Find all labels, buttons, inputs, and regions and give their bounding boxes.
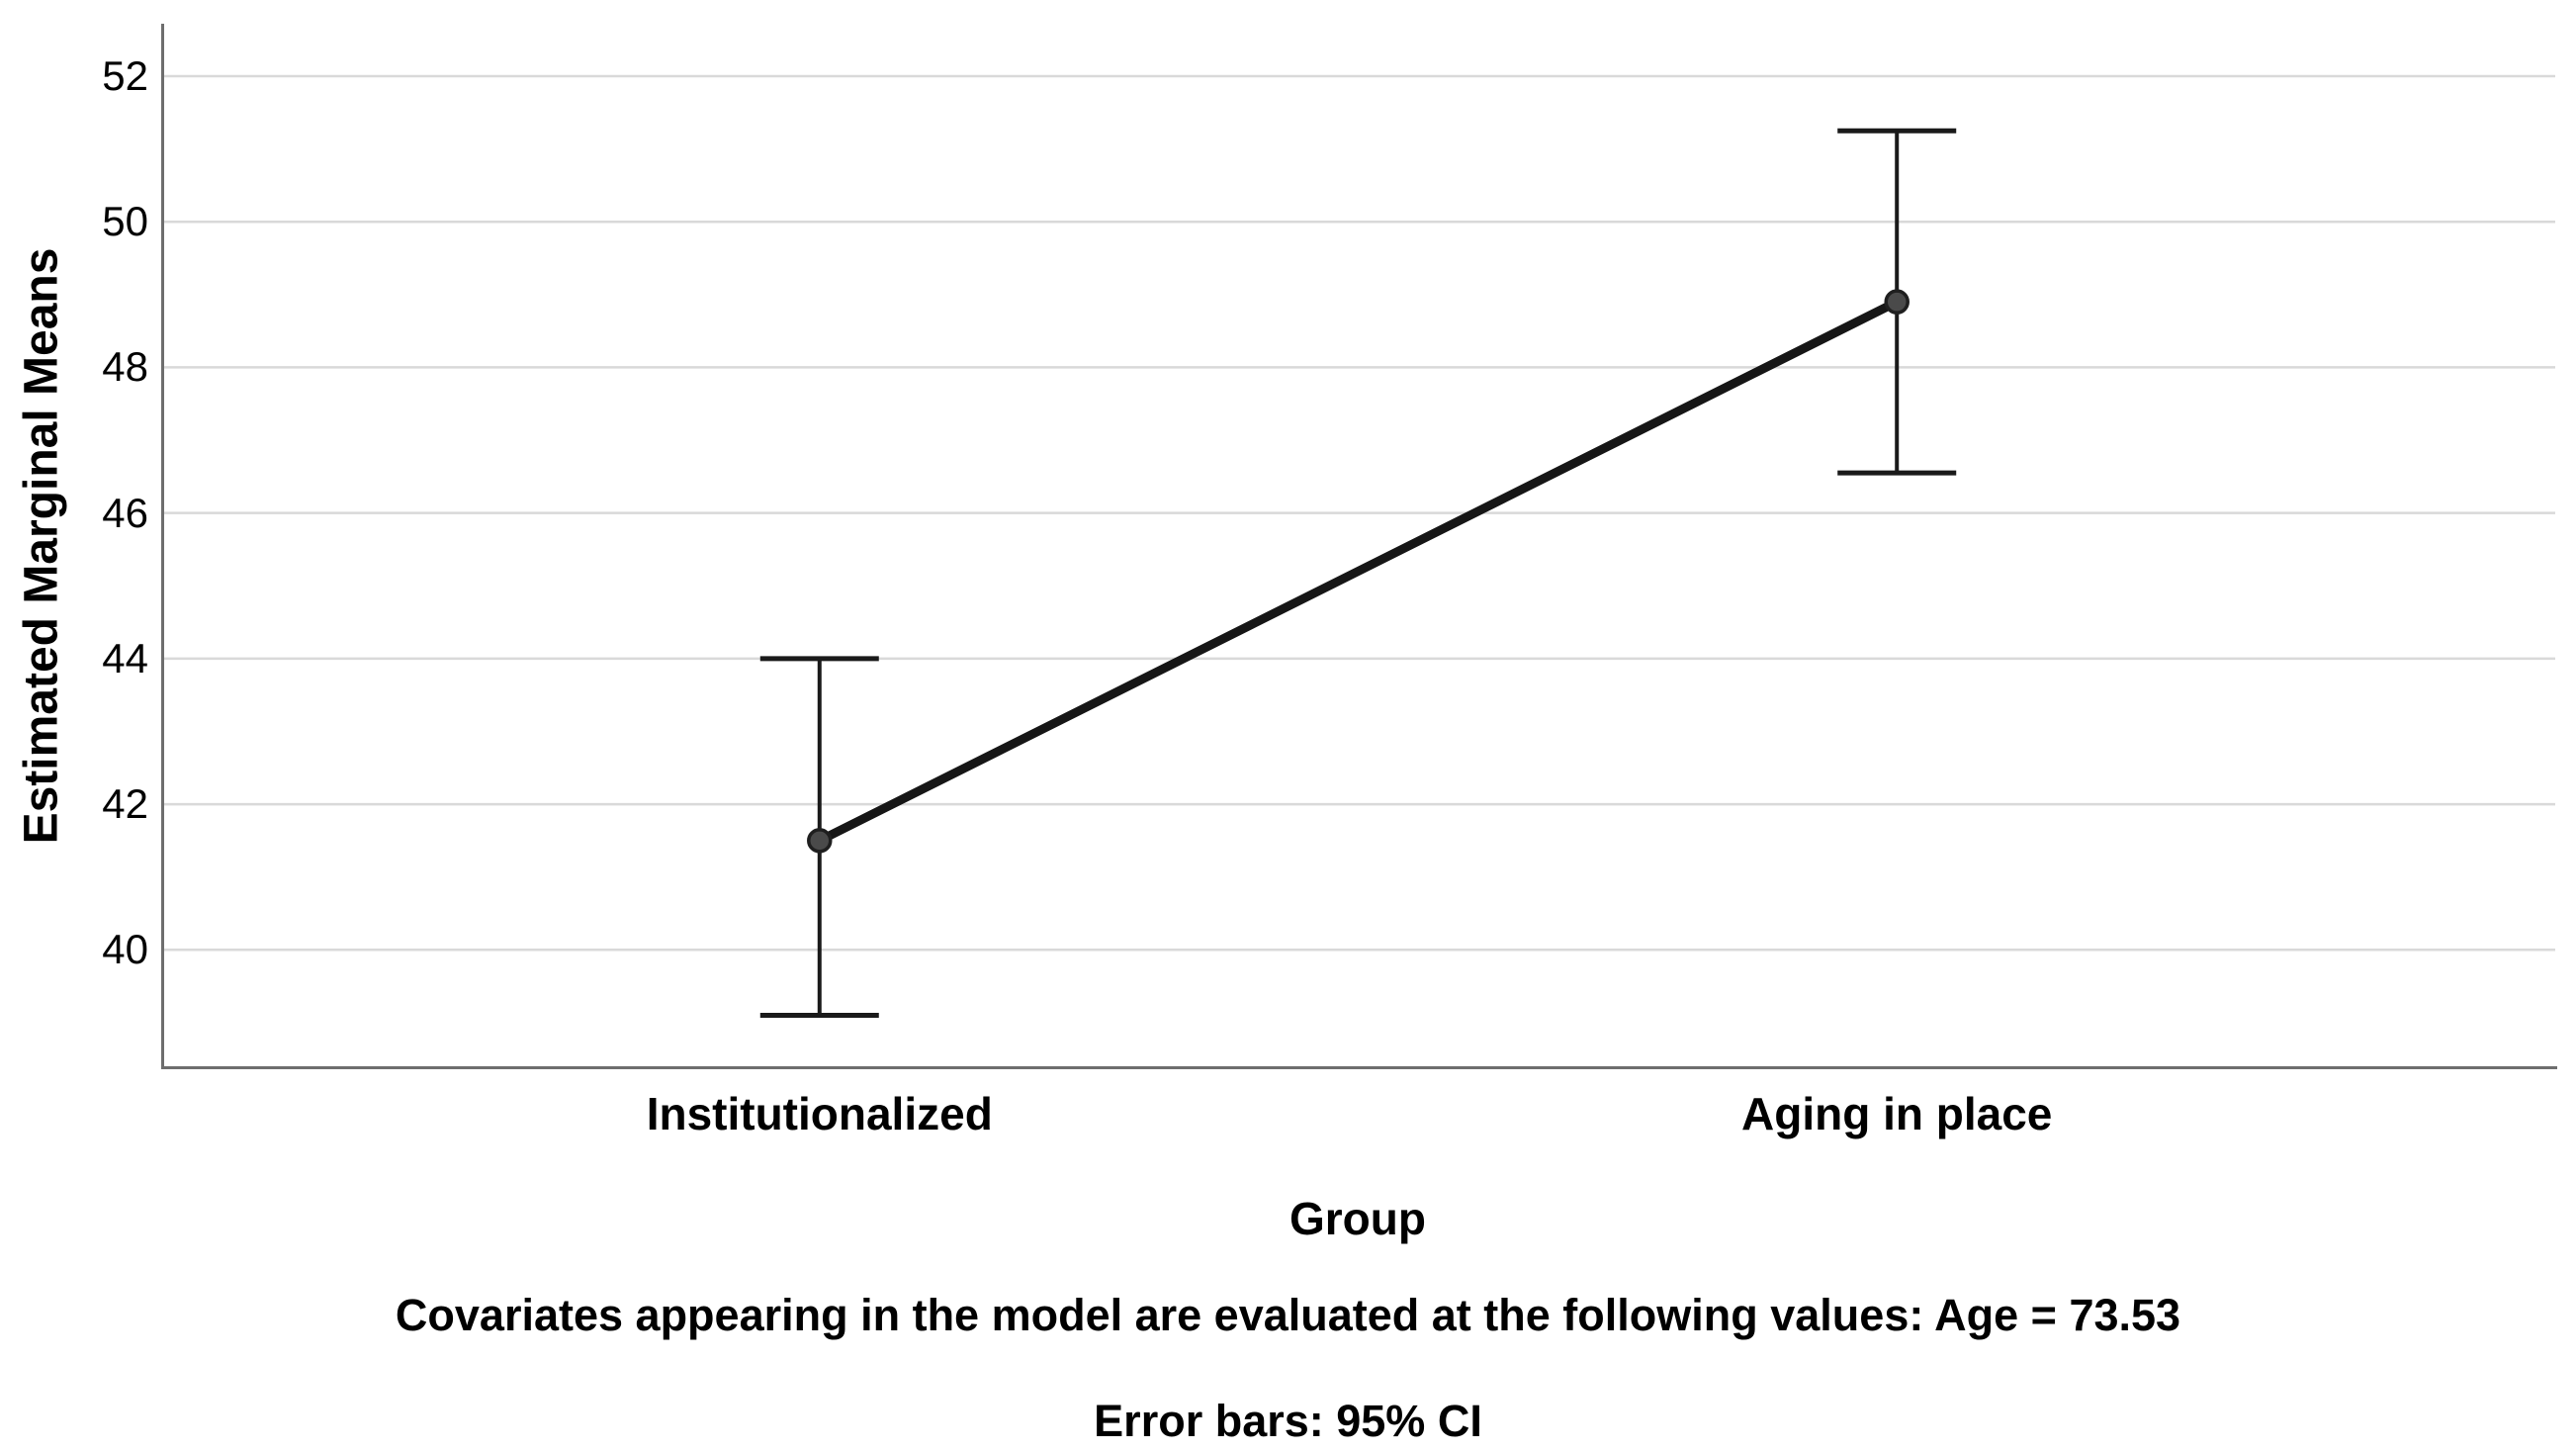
data-point-institutionalized (807, 828, 833, 854)
y-axis-title: Estimated Marginal Means (15, 247, 68, 845)
covariates-footnote: Covariates appearing in the model are ev… (395, 1290, 2181, 1340)
y-tick-label-48: 48 (102, 343, 148, 391)
y-tick-label-52: 52 (102, 51, 148, 99)
y-tick-label-50: 50 (102, 198, 148, 245)
series-line (815, 297, 1902, 846)
y-tick-label-40: 40 (102, 926, 148, 973)
data-point-aging-in-place (1884, 289, 1910, 315)
y-tick-label-46: 46 (102, 489, 148, 536)
x-axis-title: Group (1289, 1193, 1426, 1244)
y-tick-label-44: 44 (102, 634, 148, 681)
error-bars-footnote: Error bars: 95% CI (1094, 1396, 1482, 1446)
x-category-label-institutionalized: Institutionalized (646, 1088, 993, 1139)
x-category-label-aging-in-place: Aging in place (1741, 1088, 2053, 1139)
y-tick-label-42: 42 (102, 780, 148, 828)
